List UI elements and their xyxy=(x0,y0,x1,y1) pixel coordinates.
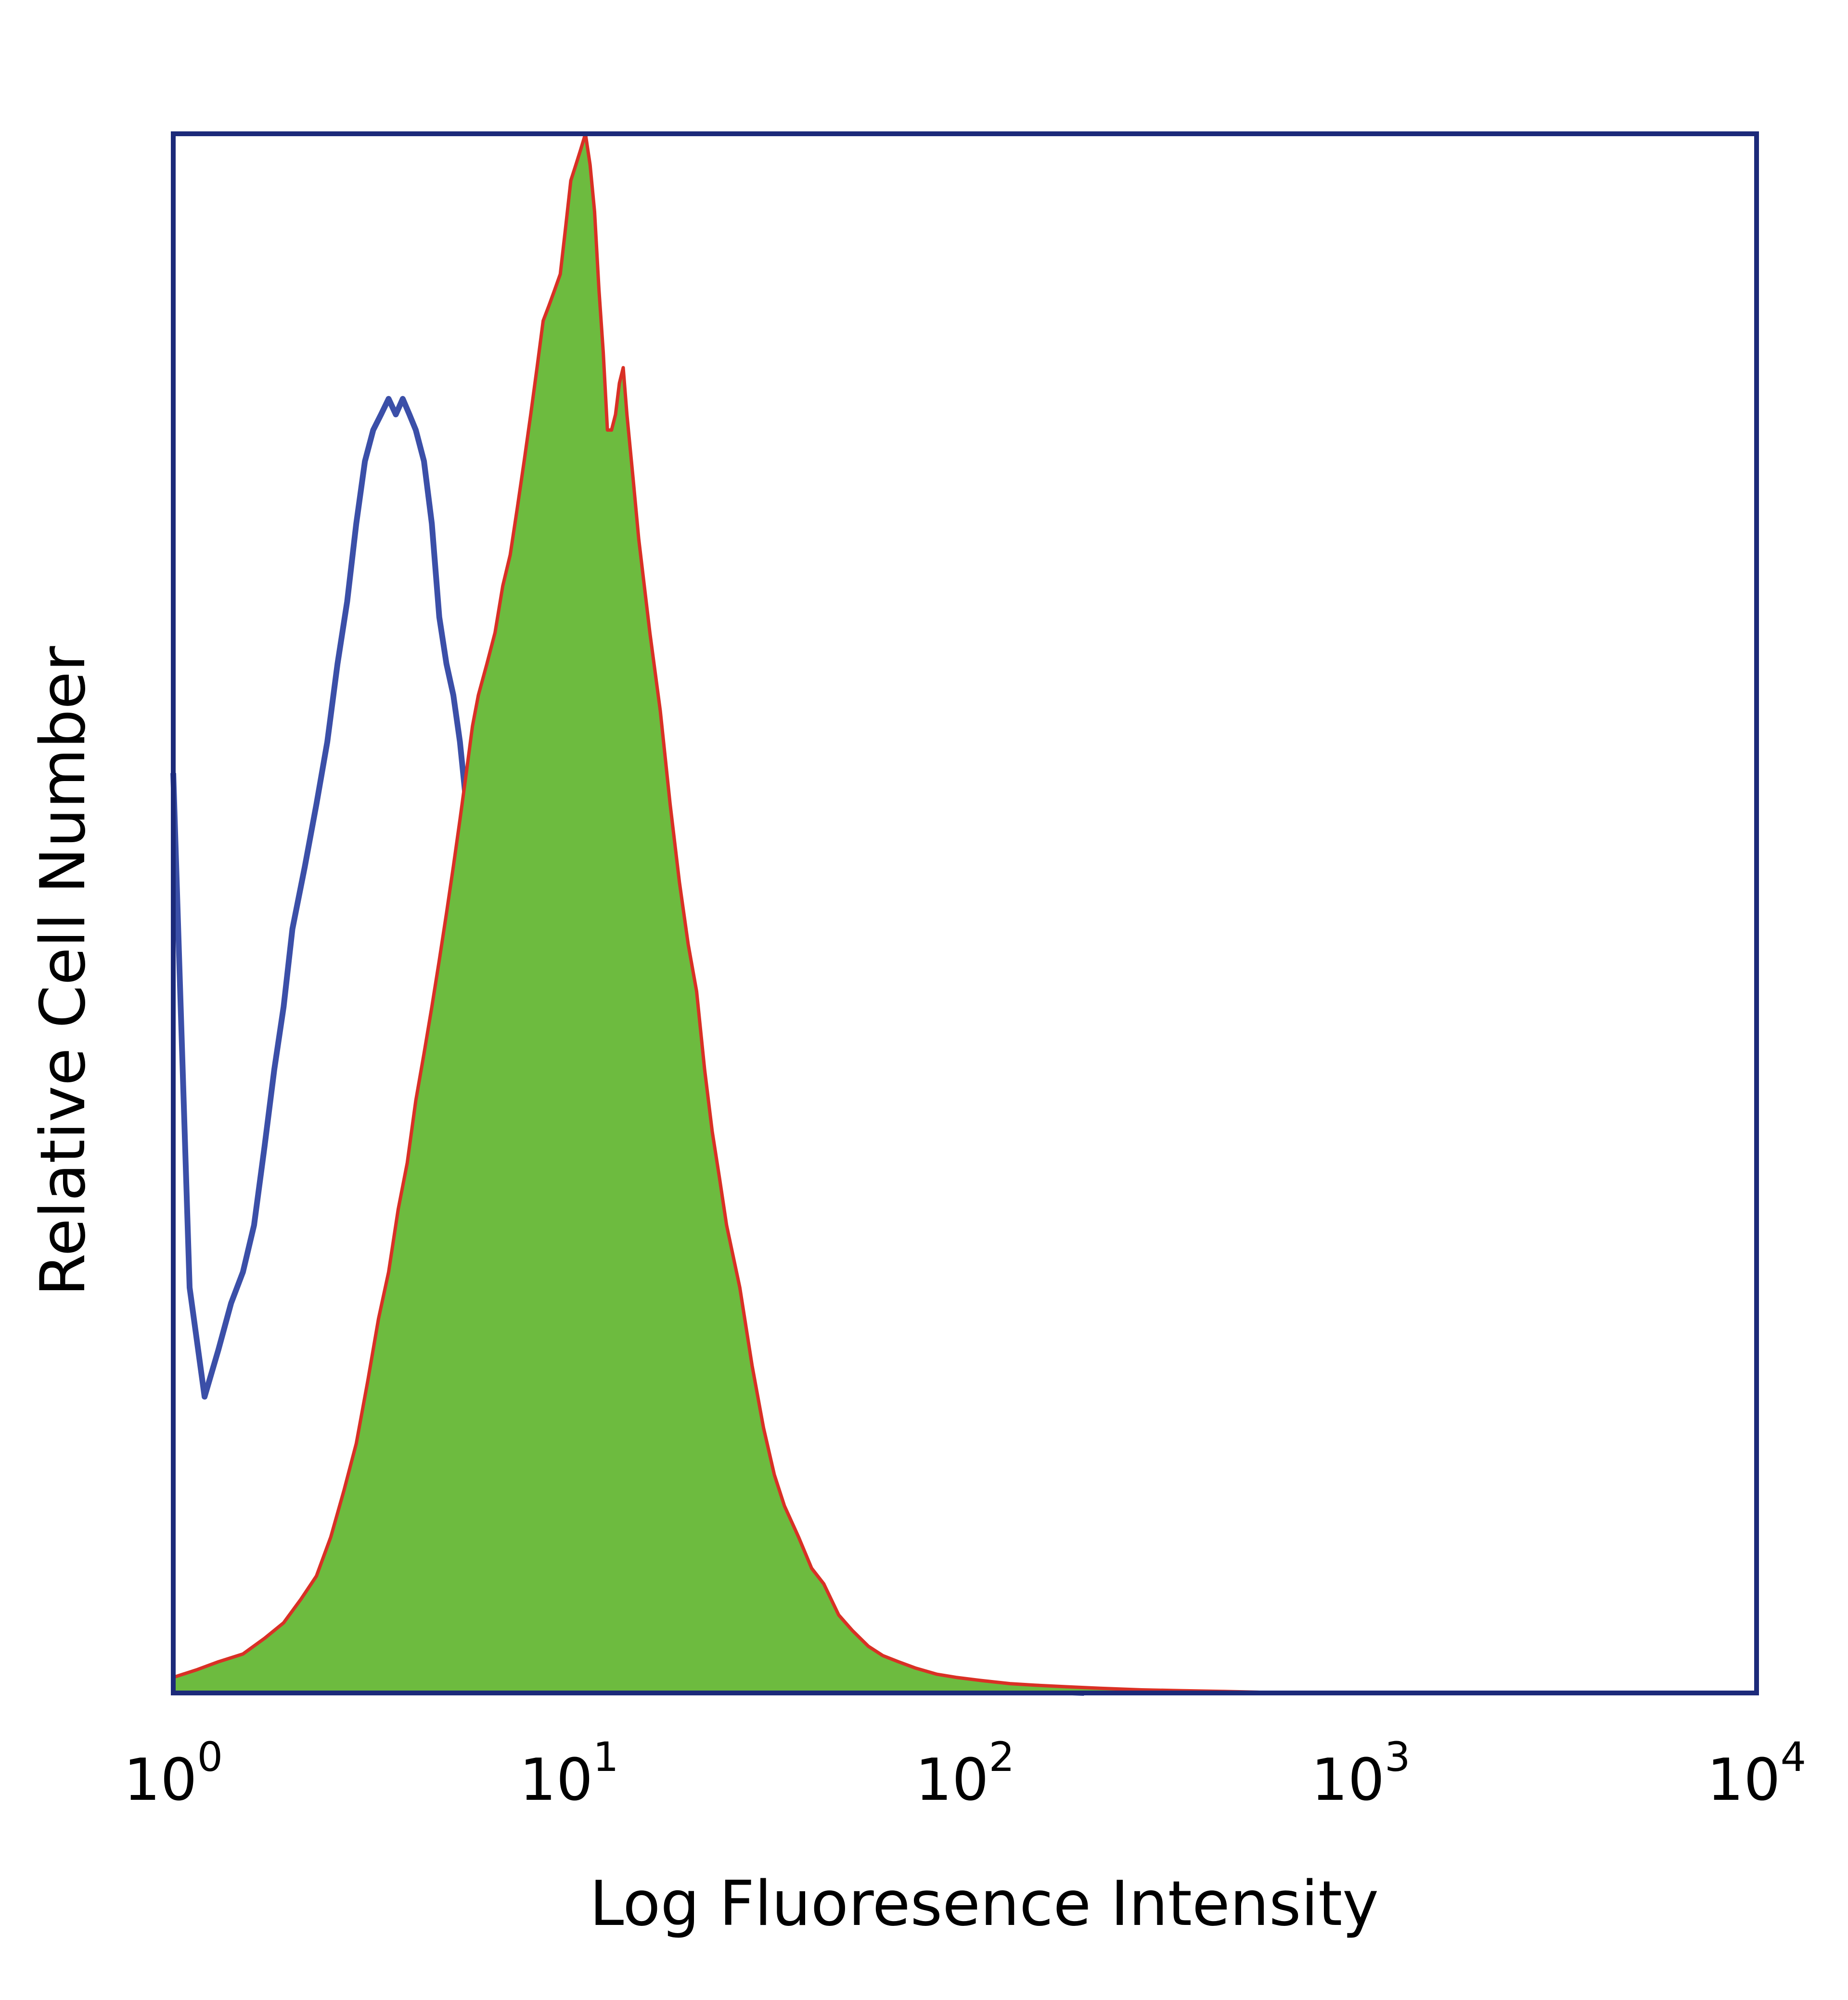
x-tick-label-1: 101 xyxy=(519,1733,618,1814)
x-tick-label-0: 100 xyxy=(124,1733,223,1814)
series-1-line xyxy=(172,132,1273,1695)
x-axis-label: Log Fluoresence Intensity xyxy=(590,1868,1379,1940)
x-tick-label-3: 103 xyxy=(1311,1733,1410,1814)
series-layer xyxy=(170,132,1273,1696)
x-tick-label-4: 104 xyxy=(1707,1733,1806,1814)
series-1-area xyxy=(173,134,1273,1693)
y-axis-label: Relative Cell Number xyxy=(27,646,99,1296)
x-tick-layer: 100 101 102 103 104 xyxy=(124,1733,1806,1814)
x-tick-label-2: 102 xyxy=(915,1733,1014,1814)
plot-frame xyxy=(171,131,1759,1695)
